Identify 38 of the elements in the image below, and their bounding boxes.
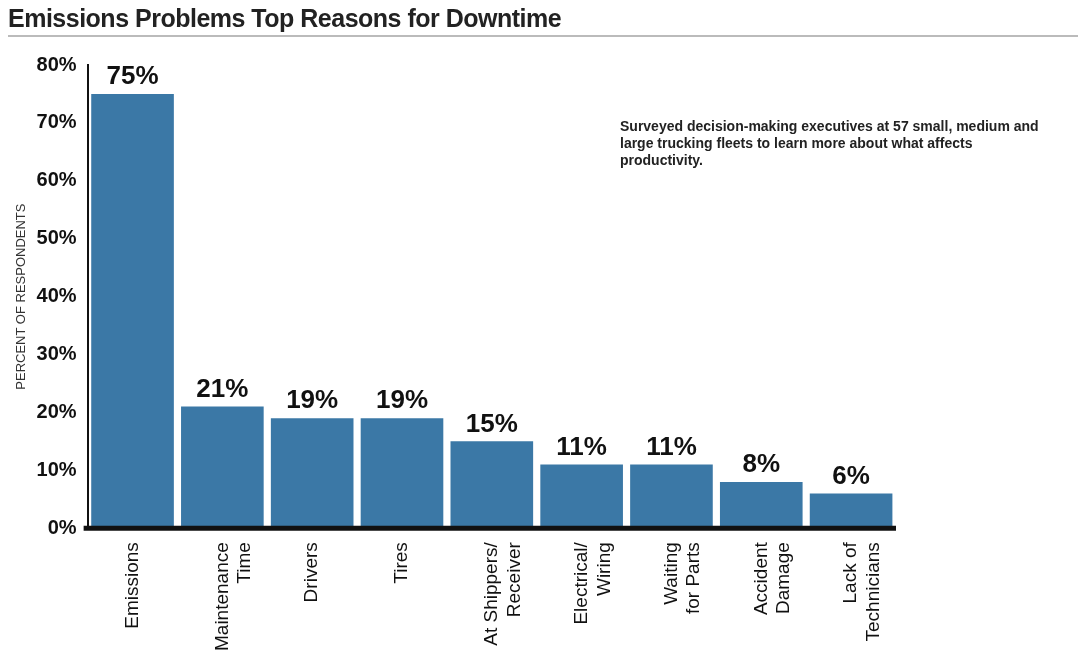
data-label: 6% <box>832 459 870 490</box>
annotation: Surveyed decision-making executives at 57 small, medium and large trucking fleets to learn more about what affects productivity. <box>620 118 1040 169</box>
data-label: 15% <box>465 407 518 438</box>
bar <box>360 418 444 529</box>
x-tick-label: Emissions <box>120 542 142 629</box>
data-label: 11% <box>556 430 607 461</box>
bar <box>91 93 174 529</box>
y-tick-label: 10% <box>36 457 77 480</box>
x-tick-label: Lack of Technicians <box>839 541 884 642</box>
bar <box>540 464 623 529</box>
data-label: 11% <box>646 430 697 461</box>
x-tick-label: At Shippers/ Receiver <box>480 541 524 646</box>
data-label: 75% <box>106 60 159 91</box>
y-tick-label: 20% <box>36 399 77 422</box>
y-axis-title: PERCENT OF RESPONDENTS <box>13 203 29 390</box>
data-label: 19% <box>286 384 339 415</box>
data-label: 8% <box>742 448 781 479</box>
x-tick-label: Maintenance Time <box>210 542 255 651</box>
x-tick-label: Drivers <box>300 542 322 603</box>
bar <box>450 441 534 529</box>
x-tick-label: Waiting for Parts <box>659 542 704 615</box>
y-tick-label: 0% <box>47 515 77 538</box>
bar <box>630 464 713 529</box>
data-label: 21% <box>196 372 249 403</box>
chart-title: Emissions Problems Top Reasons for Downtime <box>8 4 1078 37</box>
x-tick-label: Tires <box>390 542 412 584</box>
bar <box>809 493 893 529</box>
y-tick-label: 50% <box>36 226 77 249</box>
bar <box>719 481 803 529</box>
y-tick-label: 40% <box>36 284 77 307</box>
y-tick-label: 30% <box>36 342 77 365</box>
y-tick-label: 80% <box>36 52 77 75</box>
x-tick-label: Electrical/ Wiring <box>569 541 614 625</box>
y-tick-label: 60% <box>36 168 77 191</box>
data-label: 19% <box>375 384 429 415</box>
y-tick-label: 70% <box>36 110 77 133</box>
bar <box>270 418 354 529</box>
bar <box>181 406 264 529</box>
